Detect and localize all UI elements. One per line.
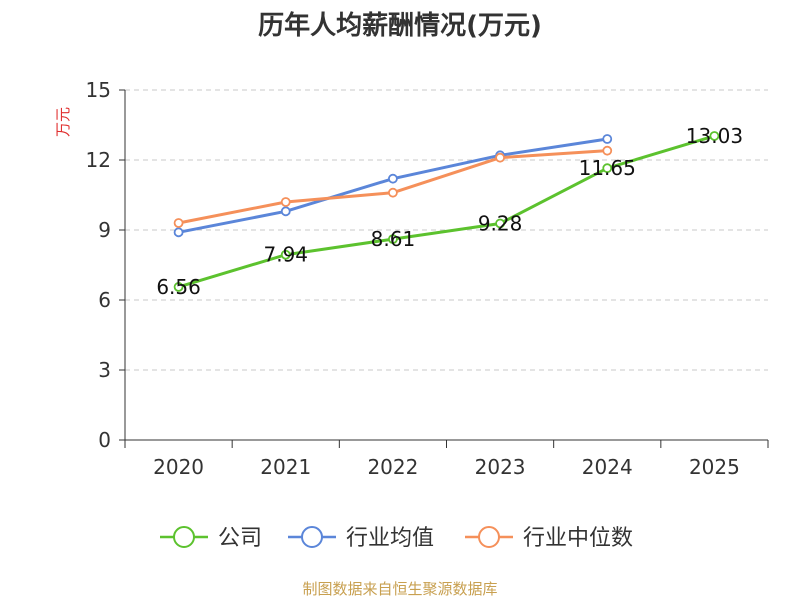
data-label: 9.28 <box>478 211 523 235</box>
data-point <box>173 227 184 238</box>
data-labels: 6.56 7.94 8.61 9.28 11.65 13.03 <box>156 124 743 299</box>
y-tick-label: 15 <box>86 78 111 102</box>
x-tick-label: 2023 <box>475 455 526 479</box>
data-point <box>280 249 291 260</box>
x-tick-label: 2024 <box>582 455 633 479</box>
data-point <box>173 218 184 228</box>
legend-marker <box>173 526 195 548</box>
data-label: 11.65 <box>579 156 636 180</box>
legend-marker <box>478 526 500 548</box>
grid-lines <box>125 89 768 371</box>
y-axis-label: 万元 <box>54 107 72 137</box>
tick-labels: 0 3 6 9 12 15 2020 2021 2022 2023 2024 2025 <box>86 78 740 479</box>
data-point <box>388 234 398 245</box>
series-line-0 <box>178 134 715 289</box>
x-tick-label: 2022 <box>367 455 418 479</box>
data-point <box>280 197 291 207</box>
data-point <box>602 163 613 174</box>
data-point <box>173 282 184 292</box>
y-tick-label: 0 <box>98 428 111 452</box>
data-point <box>709 131 720 141</box>
x-tick-label: 2020 <box>153 455 204 479</box>
data-point <box>602 134 613 144</box>
data-point <box>602 145 613 156</box>
data-point <box>280 206 291 217</box>
y-tick-label: 3 <box>98 358 111 382</box>
legend-marker <box>301 526 323 548</box>
x-tick-label: 2025 <box>689 455 740 479</box>
y-tick-label: 12 <box>86 148 111 172</box>
axes <box>119 89 769 448</box>
legend-label: 行业均值 <box>346 526 434 551</box>
legend-label: 公司 <box>218 526 262 551</box>
legend: 公司 行业均值 行业中位数 <box>160 526 633 551</box>
legend-label: 行业中位数 <box>523 526 633 551</box>
data-point <box>388 187 398 198</box>
x-tick-label: 2021 <box>260 455 311 479</box>
data-label: 7.94 <box>263 243 308 267</box>
series-line-2 <box>178 149 608 225</box>
data-label: 13.03 <box>686 124 743 148</box>
data-label: 8.61 <box>371 227 416 251</box>
data-label: 6.56 <box>156 275 201 299</box>
data-point <box>495 152 505 163</box>
series-line-1 <box>178 137 608 234</box>
source-note: 制图数据来自恒生聚源数据库 <box>302 580 497 598</box>
chart-title: 历年人均薪酬情况(万元) <box>258 10 542 41</box>
y-tick-label: 9 <box>98 218 111 242</box>
series-points <box>173 131 720 292</box>
data-point <box>388 173 398 184</box>
y-tick-label: 6 <box>98 288 111 312</box>
data-point <box>495 218 505 229</box>
